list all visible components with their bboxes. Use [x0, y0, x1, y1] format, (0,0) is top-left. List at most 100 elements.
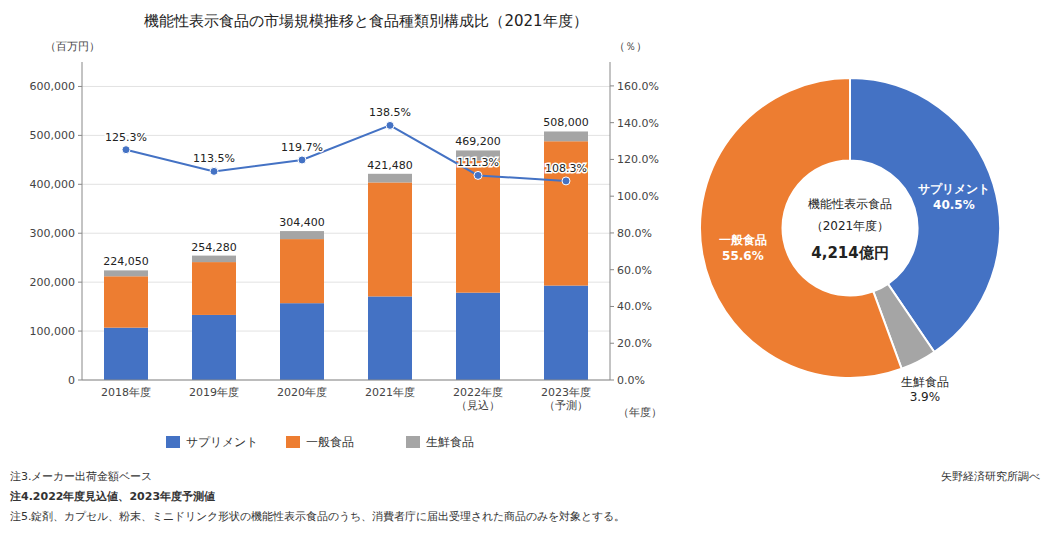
line-marker	[562, 177, 570, 185]
grid-line	[82, 331, 610, 332]
bar-segment	[456, 293, 500, 380]
line-data-label: 113.5%	[193, 152, 235, 165]
y2-tick	[610, 196, 614, 197]
line-marker	[210, 167, 218, 175]
grid-line	[82, 135, 610, 136]
y-axis-title: （百万円）	[45, 40, 100, 53]
line-data-label: 111.3%	[457, 156, 499, 169]
bar-segment	[456, 161, 500, 293]
grid-line	[82, 184, 610, 185]
line-marker	[474, 171, 482, 179]
total-label: 421,480	[367, 159, 413, 172]
chart-root: 機能性表示食品の市場規模推移と食品種類別構成比（2021年度） 0 100,000 2…	[0, 0, 1052, 560]
bar-segment	[544, 131, 588, 141]
bar-segment	[104, 276, 148, 327]
slice-value-label: 55.6%	[722, 249, 764, 263]
total-label: 224,050	[103, 255, 149, 268]
y2-tick-label: 0.0%	[617, 374, 645, 387]
note: 注5.錠剤、カプセル、粉末、ミニドリンク形状の機能性表示食品のうち、消費者庁に届…	[10, 510, 626, 523]
text-line: （見込）	[456, 399, 500, 412]
y2-tick	[610, 306, 614, 307]
bar-segment	[368, 174, 412, 183]
y2-tick	[610, 343, 614, 344]
x-tick-label: 2023年度（予測）	[541, 386, 591, 412]
plot-marks	[104, 121, 588, 380]
bar-segment	[544, 286, 588, 380]
line-data-label: 125.3%	[105, 131, 147, 144]
y-tick	[78, 86, 82, 87]
chart-title: 機能性表示食品の市場規模推移と食品種類別構成比（2021年度）	[144, 12, 587, 30]
grid-line	[82, 282, 610, 283]
total-label: 254,280	[191, 241, 237, 254]
bar-segment	[280, 303, 324, 380]
y2-tick-label: 140.0%	[617, 117, 659, 130]
x-axis-title: （年度）	[618, 406, 662, 419]
note: 注3.メーカー出荷金額ベース	[10, 470, 153, 483]
legend: サプリメント 一般食品 生鮮食品	[166, 435, 474, 449]
legend-label: 生鮮食品	[426, 435, 474, 449]
line-data-label: 108.3%	[545, 162, 587, 175]
y2-tick	[610, 122, 614, 123]
donut-chart	[700, 78, 1000, 378]
slice-value-label: 40.5%	[933, 198, 975, 212]
y2-tick-label: 80.0%	[617, 227, 652, 240]
legend-swatch	[166, 436, 180, 448]
donut-center-text: 4,214億円	[811, 244, 888, 262]
donut-slice	[700, 78, 902, 378]
legend-swatch	[406, 436, 420, 448]
line-data-label: 138.5%	[369, 106, 411, 119]
labels: 224,050254,280304,400421,480469,200508,0…	[103, 106, 589, 268]
total-label: 469,200	[455, 135, 501, 148]
slice-value-label: 3.9%	[910, 390, 941, 404]
bar-segment	[368, 182, 412, 296]
y2-axis-line	[610, 62, 611, 380]
combo-chart: 機能性表示食品の市場規模推移と食品種類別構成比（2021年度） 0 100,000 2…	[9, 12, 1040, 523]
donut-center-text: （2021年度）	[811, 219, 890, 233]
line	[126, 125, 566, 181]
legend-swatch	[286, 436, 300, 448]
bar-segment	[104, 328, 148, 380]
grid-line	[82, 380, 610, 381]
x-tick-label: 2018年度	[101, 386, 151, 399]
line-marker	[298, 156, 306, 164]
legend-label: サプリメント	[186, 435, 258, 449]
y-tick	[78, 233, 82, 234]
donut-center-text: 機能性表示食品	[808, 197, 892, 211]
x-tick-label: 2019年度	[189, 386, 239, 399]
slice-label: サプリメント	[918, 182, 990, 196]
x-tick-label: 2022年度（見込）	[453, 386, 503, 412]
note: 注4.2022年度見込値、2023年度予測値	[9, 490, 215, 503]
bar-segment	[104, 270, 148, 276]
text-line: （予測）	[544, 399, 588, 412]
y-tick-label: 600,000	[30, 80, 76, 93]
background	[0, 0, 1052, 560]
x-axis-line	[82, 380, 610, 381]
y-tick	[78, 135, 82, 136]
line-marker	[122, 146, 130, 154]
y2-tick	[610, 380, 614, 381]
y-tick-label: 0	[68, 374, 75, 387]
y-axis-line	[82, 62, 83, 380]
y2-tick	[610, 269, 614, 270]
slice-label: 生鮮食品	[901, 375, 949, 389]
y-tick-label: 200,000	[30, 276, 76, 289]
total-label: 508,000	[543, 116, 589, 129]
bar-segment	[192, 315, 236, 380]
y2-tick	[610, 159, 614, 160]
line-data-label: 119.7%	[281, 141, 323, 154]
y2-tick	[610, 232, 614, 233]
y-tick	[78, 184, 82, 185]
bar-segment	[280, 231, 324, 239]
y-tick	[78, 331, 82, 332]
y2-tick-label: 20.0%	[617, 337, 652, 350]
legend-label: 一般食品	[306, 435, 354, 449]
y-tick-label: 100,000	[30, 325, 76, 338]
grid-line	[82, 86, 610, 87]
y2-tick-label: 100.0%	[617, 190, 659, 203]
line-marker	[386, 121, 394, 129]
bar-segment	[192, 262, 236, 315]
y-tick	[78, 282, 82, 283]
slice-label: 一般食品	[719, 233, 767, 247]
y2-tick-label: 60.0%	[617, 264, 652, 277]
y2-tick-label: 120.0%	[617, 153, 659, 166]
